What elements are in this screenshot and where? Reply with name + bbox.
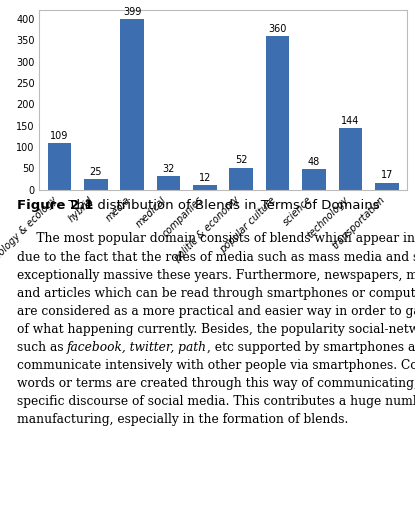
Text: 52: 52 xyxy=(235,155,247,165)
Bar xyxy=(84,179,107,190)
Bar xyxy=(48,143,71,190)
Text: 109: 109 xyxy=(50,131,68,141)
Text: facebook, twitter, path: facebook, twitter, path xyxy=(67,341,207,354)
Text: and articles which can be read through smartphones or computer tablet via online: and articles which can be read through s… xyxy=(17,287,415,300)
Text: 25: 25 xyxy=(90,167,102,177)
Text: 12: 12 xyxy=(199,173,211,183)
Bar xyxy=(302,170,326,190)
Text: 399: 399 xyxy=(123,7,142,17)
Text: , etc supported by smartphones attract the users to: , etc supported by smartphones attract t… xyxy=(207,341,415,354)
Text: 48: 48 xyxy=(308,157,320,167)
Text: 17: 17 xyxy=(381,171,393,180)
Text: exceptionally massive these years. Furthermore, newspapers, magazines, journals,: exceptionally massive these years. Furth… xyxy=(17,268,415,281)
Text: are considered as a more practical and easier way in order to gain recent update: are considered as a more practical and e… xyxy=(17,305,415,318)
Text: 144: 144 xyxy=(341,116,359,126)
Bar xyxy=(339,128,362,190)
Text: of what happening currently. Besides, the popularity social-networking platforms: of what happening currently. Besides, th… xyxy=(17,323,415,336)
Bar xyxy=(229,167,253,190)
Text: communicate intensively with other people via smartphones. Consequently, many: communicate intensively with other peopl… xyxy=(17,359,415,372)
Text: The distribution of Blends in Terms of Domains: The distribution of Blends in Terms of D… xyxy=(64,199,380,212)
Text: 360: 360 xyxy=(269,24,287,34)
Bar xyxy=(157,176,181,190)
Text: due to the fact that the roles of media such as mass media and social media are: due to the fact that the roles of media … xyxy=(17,251,415,264)
Text: such as: such as xyxy=(17,341,67,354)
Text: specific discourse of social media. This contributes a huge number of word: specific discourse of social media. This… xyxy=(17,395,415,408)
Bar xyxy=(120,19,144,190)
Bar xyxy=(193,185,217,190)
Text: manufacturing, especially in the formation of blends.: manufacturing, especially in the formati… xyxy=(17,413,348,426)
Text: words or terms are created through this way of communicating, creating the: words or terms are created through this … xyxy=(17,377,415,390)
Text: The most popular domain consists of blends which appear in media. It is: The most popular domain consists of blen… xyxy=(17,232,415,245)
Text: Figure 2.1: Figure 2.1 xyxy=(17,199,93,212)
Text: 32: 32 xyxy=(162,164,175,174)
Bar xyxy=(266,36,289,190)
Bar xyxy=(375,183,398,190)
